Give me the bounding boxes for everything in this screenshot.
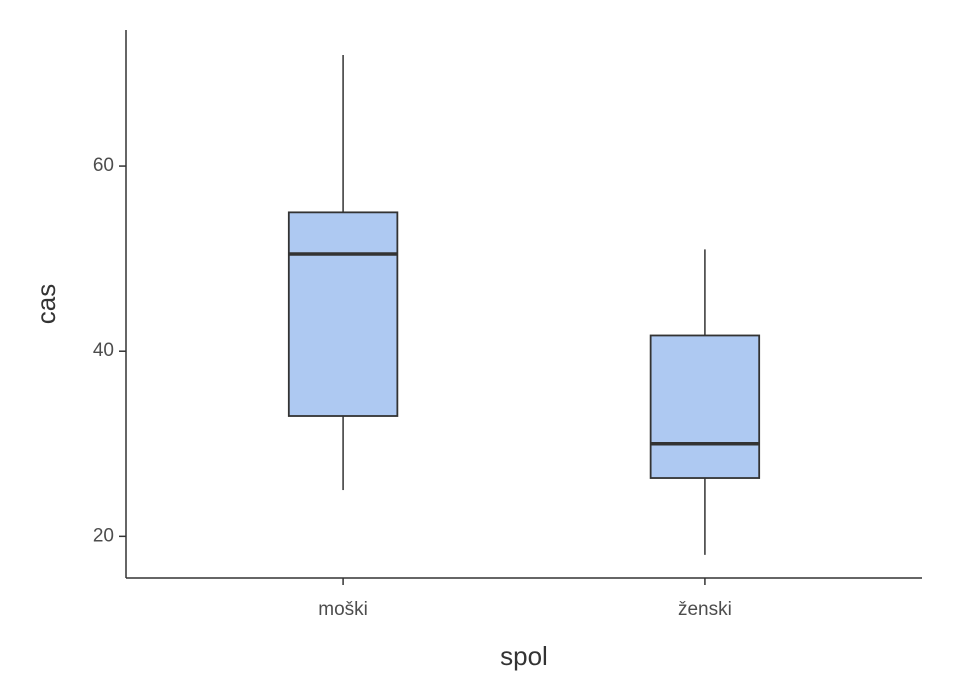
y-tick-label: 40: [93, 340, 114, 361]
box: [649, 334, 761, 479]
x-axis-title: spol: [500, 641, 548, 671]
y-tick-label: 60: [93, 155, 114, 176]
x-tick-label: ženski: [678, 599, 732, 620]
x-tick-label: moški: [318, 599, 368, 620]
y-axis-title: cas: [31, 284, 61, 324]
y-tick-label: 20: [93, 525, 114, 546]
box: [287, 211, 399, 417]
